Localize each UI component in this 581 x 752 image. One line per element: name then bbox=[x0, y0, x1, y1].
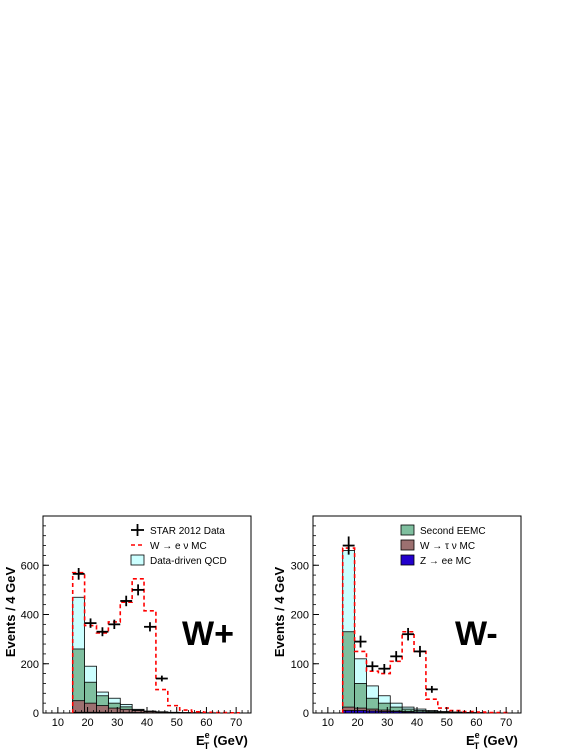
data-point bbox=[425, 685, 438, 693]
data-point bbox=[96, 627, 109, 637]
bar-zee bbox=[413, 711, 427, 714]
y-axis-label: Events / 4 GeV bbox=[272, 567, 287, 658]
data-points bbox=[342, 536, 438, 693]
data-point bbox=[342, 536, 355, 555]
data-point bbox=[402, 627, 415, 641]
x-tick-label: 20 bbox=[351, 717, 363, 729]
x-tick-label: 70 bbox=[500, 717, 512, 729]
x-tick-label: 40 bbox=[411, 717, 423, 729]
legend-entry: W → e ν MC bbox=[131, 541, 207, 552]
data-point bbox=[366, 661, 379, 672]
axes: 10 20 30 40 50 60 70 0 200 400 600 bbox=[21, 515, 249, 729]
y-tick-label: 200 bbox=[21, 659, 39, 671]
data-point bbox=[390, 651, 403, 662]
panel-tag: W+ bbox=[182, 615, 234, 653]
legend-entry: STAR 2012 Data bbox=[131, 524, 225, 537]
x-axis-label-sub: T bbox=[204, 741, 210, 751]
legend-label: Z → ee MC bbox=[420, 556, 471, 567]
x-tick-label: 60 bbox=[470, 717, 482, 729]
x-axis-label-sup: e bbox=[205, 730, 210, 740]
x-tick-label: 70 bbox=[230, 717, 242, 729]
x-tick-label: 20 bbox=[81, 717, 93, 729]
data-point bbox=[155, 675, 168, 682]
bar-zee bbox=[401, 711, 415, 714]
x-axis-label-sup: e bbox=[475, 730, 480, 740]
axes: 10 20 30 40 50 60 70 0 100 200 300 bbox=[291, 515, 519, 729]
stacked-histograms bbox=[72, 596, 216, 714]
data-point bbox=[120, 595, 133, 607]
y-tick-label: 0 bbox=[303, 708, 309, 720]
data-point bbox=[144, 622, 156, 632]
legend-label: W → e ν MC bbox=[150, 541, 207, 552]
data-point bbox=[108, 619, 121, 630]
x-axis-label-sub: T bbox=[474, 741, 480, 751]
bar-zee bbox=[366, 710, 379, 714]
y-tick-label: 300 bbox=[291, 560, 309, 572]
x-tick-label: 10 bbox=[322, 717, 334, 729]
x-axis-label-main: E bbox=[466, 733, 475, 748]
x-axis-label: Ee T (GeV) bbox=[196, 730, 248, 751]
bar-zee bbox=[72, 711, 86, 714]
legend-label: Second EEMC bbox=[420, 526, 486, 537]
x-tick-label: 30 bbox=[381, 717, 393, 729]
bar-zee bbox=[342, 710, 356, 714]
bar-zee bbox=[84, 711, 97, 714]
legend-entry: W → τ ν MC bbox=[400, 539, 475, 552]
y-tick-label: 100 bbox=[291, 659, 309, 671]
legend-label: Data-driven QCD bbox=[150, 556, 227, 567]
panel-wplus: 10 20 30 40 50 60 70 0 200 400 600 STAR 2012 Data W… bbox=[3, 515, 252, 751]
data-point bbox=[414, 645, 426, 657]
bar-eemc bbox=[342, 631, 356, 714]
x-tick-label: 60 bbox=[200, 717, 212, 729]
legend: Second EEMC W → τ ν MC Z → ee MC bbox=[400, 524, 486, 567]
legend-label: STAR 2012 Data bbox=[150, 526, 225, 537]
data-point bbox=[84, 618, 97, 628]
x-tick-label: 30 bbox=[111, 717, 123, 729]
bar-tau bbox=[72, 700, 86, 714]
legend-entry: Second EEMC bbox=[400, 524, 486, 537]
legend-entry: Z → ee MC bbox=[400, 554, 471, 567]
x-tick-label: 40 bbox=[141, 717, 153, 729]
x-tick-label: 50 bbox=[171, 717, 183, 729]
data-point bbox=[378, 664, 391, 674]
bar-tau bbox=[84, 702, 97, 714]
mc-line bbox=[71, 571, 240, 714]
stacked-histograms bbox=[342, 550, 486, 714]
bar-zee bbox=[389, 711, 403, 714]
panel-wminus: 10 20 30 40 50 60 70 0 100 200 300 Second EEMC W → … bbox=[272, 515, 522, 751]
x-tick-label: 50 bbox=[441, 717, 453, 729]
y-tick-label: 200 bbox=[291, 610, 309, 622]
y-tick-label: 600 bbox=[21, 560, 39, 572]
bar-zee bbox=[354, 710, 367, 714]
legend: STAR 2012 Data W → e ν MC Data-driven QCD bbox=[130, 524, 227, 567]
bar-zee bbox=[377, 711, 391, 714]
data-point bbox=[132, 584, 145, 596]
x-axis-label-main: E bbox=[196, 733, 205, 748]
y-tick-label: 400 bbox=[21, 610, 39, 622]
x-axis-label-unit: (GeV) bbox=[213, 733, 248, 748]
mc-step-line bbox=[71, 571, 240, 714]
data-points bbox=[72, 568, 168, 682]
x-axis-label-unit: (GeV) bbox=[483, 733, 518, 748]
y-axis-label: Events / 4 GeV bbox=[3, 567, 18, 658]
bar-zee bbox=[96, 711, 109, 714]
y-tick-label: 0 bbox=[33, 708, 39, 720]
data-point bbox=[72, 568, 85, 580]
legend-label: W → τ ν MC bbox=[420, 541, 475, 552]
data-point bbox=[354, 635, 367, 648]
legend-entry: Data-driven QCD bbox=[130, 554, 227, 567]
x-axis-label: Ee T (GeV) bbox=[466, 730, 518, 751]
x-tick-label: 10 bbox=[52, 717, 64, 729]
panel-tag: W- bbox=[455, 615, 498, 653]
